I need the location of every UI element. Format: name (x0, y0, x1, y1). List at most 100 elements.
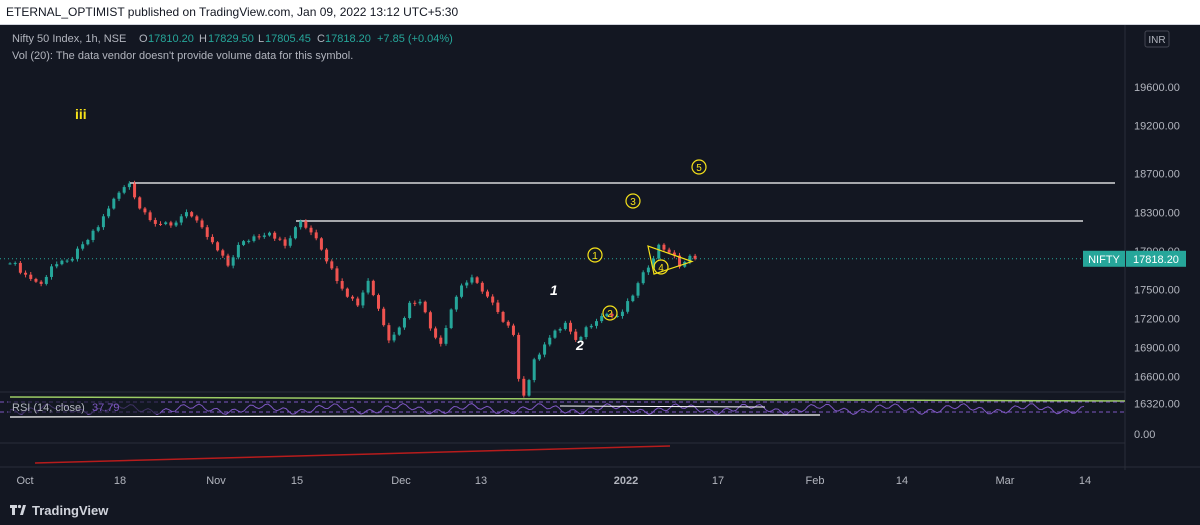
candle-body (460, 285, 464, 297)
candle-body (13, 262, 17, 264)
candle-body (641, 272, 645, 284)
ohlc-c-label: C (317, 33, 325, 45)
candle-body (122, 187, 126, 193)
time-axis: Oct 18 Nov 15 Dec 13 2022 17 Feb 14 Mar 14 (16, 475, 1091, 487)
time-tick-label: 17 (712, 475, 724, 487)
candle-body (496, 302, 500, 312)
candle-body (615, 316, 619, 318)
candle-body (319, 238, 323, 250)
candle-body (174, 222, 178, 226)
symbol-label: Nifty 50 Index, 1h, NSE (12, 33, 126, 45)
circled-wave-1: 1 (587, 247, 603, 263)
circled-wave-5: 5 (691, 159, 707, 175)
ohlc-l-value: 17805.45 (265, 33, 311, 45)
change-value: +7.85 (+0.04%) (377, 33, 453, 45)
candle-body (563, 322, 567, 329)
candle-body (60, 260, 64, 265)
candle-body (91, 230, 95, 240)
candle-body (480, 282, 484, 292)
candle-body (278, 238, 282, 240)
time-tick-label: Oct (16, 475, 33, 487)
candle-body (569, 322, 573, 332)
candle-body (325, 249, 329, 262)
price-tick-label: 19600.00 (1134, 82, 1180, 94)
candle-body (631, 295, 635, 302)
wave-1-label: 1 (550, 282, 558, 298)
candle-body (449, 309, 453, 328)
footer-brand: TradingView (32, 503, 109, 518)
candle-body (221, 250, 225, 256)
candle-body (600, 316, 604, 322)
price-tick-label: 17500.00 (1134, 284, 1180, 296)
candle-body (195, 216, 199, 221)
candle-body (693, 255, 697, 259)
candle-body (24, 272, 28, 275)
candle-body (314, 232, 318, 239)
price-tick-label: 16320.00 (1134, 398, 1180, 410)
candle-body (652, 258, 656, 268)
price-tag-value: 17818.20 (1133, 254, 1179, 266)
candle-body (210, 236, 214, 243)
candle-body (532, 359, 536, 381)
candle-body (309, 227, 313, 233)
publish-bar: ETERNAL_OPTIMIST published on TradingVie… (0, 0, 1200, 25)
svg-text:5: 5 (696, 163, 702, 174)
candle-body (143, 208, 147, 213)
time-tick-label: Feb (806, 475, 825, 487)
candle-body (579, 336, 583, 340)
circled-wave-3: 3 (625, 193, 641, 209)
candle-body (247, 240, 251, 242)
chart-canvas[interactable]: Nifty 50 Index, 1h, NSE O 17810.20 H 178… (0, 25, 1200, 495)
currency-button[interactable] (1144, 30, 1170, 48)
candle-body (268, 232, 272, 236)
time-tick-label: Mar (996, 475, 1015, 487)
candle-body (216, 242, 220, 251)
candle-body (522, 378, 526, 396)
candle-body (371, 280, 375, 296)
candle-body (39, 281, 43, 284)
candle-body (179, 216, 183, 223)
ohlc-c-value: 17818.20 (325, 33, 371, 45)
candle-body (257, 236, 261, 238)
candle-body (205, 227, 209, 237)
price-tick-label: 18700.00 (1134, 169, 1180, 181)
candle-body (439, 337, 443, 344)
rsi-pane: RSI (14, close) 37.79 (0, 396, 1126, 418)
candle-body (299, 221, 303, 228)
candle-body (356, 298, 360, 306)
candle-body (594, 321, 598, 326)
candle-body (252, 236, 256, 241)
lower-pane-axis-label: 0.00 (1134, 429, 1155, 441)
candle-body (657, 244, 661, 259)
candle-body (169, 222, 173, 226)
wave-iii-label: iii (75, 106, 87, 122)
candle-body (159, 223, 163, 225)
triangle-pattern (647, 245, 694, 275)
candle-body (345, 288, 349, 297)
candle-body (548, 337, 552, 345)
candle-body (112, 198, 116, 209)
chart-area[interactable]: Nifty 50 Index, 1h, NSE O 17810.20 H 178… (0, 25, 1200, 495)
candle-body (138, 197, 142, 209)
candle-body (184, 212, 188, 217)
candle-body (475, 277, 479, 283)
rsi-lower-trendline (9, 414, 821, 418)
candle-body (392, 334, 396, 341)
candle-body (283, 239, 287, 246)
time-tick-label: 14 (1079, 475, 1091, 487)
ohlc-l-label: L (258, 33, 264, 45)
candle-body (672, 252, 676, 256)
candle-body (517, 334, 521, 379)
candle-body (107, 208, 111, 217)
volume-note: Vol (20): The data vendor doesn't provid… (12, 50, 353, 62)
candle-body (678, 255, 682, 267)
horizontal-levels (130, 182, 1115, 222)
candle-body (148, 212, 152, 221)
candle-body (34, 278, 38, 282)
candle-body (470, 277, 474, 283)
candle-body (361, 292, 365, 306)
svg-text:3: 3 (630, 197, 636, 208)
rsi-value: 37.79 (92, 402, 120, 414)
candle-body (164, 222, 168, 225)
candle-body (288, 238, 292, 246)
